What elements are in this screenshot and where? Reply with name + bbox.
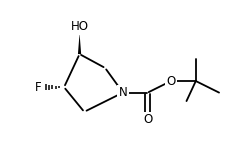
Text: HO: HO [71, 20, 88, 33]
Text: N: N [119, 86, 127, 99]
Text: O: O [143, 113, 152, 126]
Text: O: O [166, 75, 176, 87]
Polygon shape [78, 33, 81, 54]
Text: F: F [35, 81, 42, 94]
